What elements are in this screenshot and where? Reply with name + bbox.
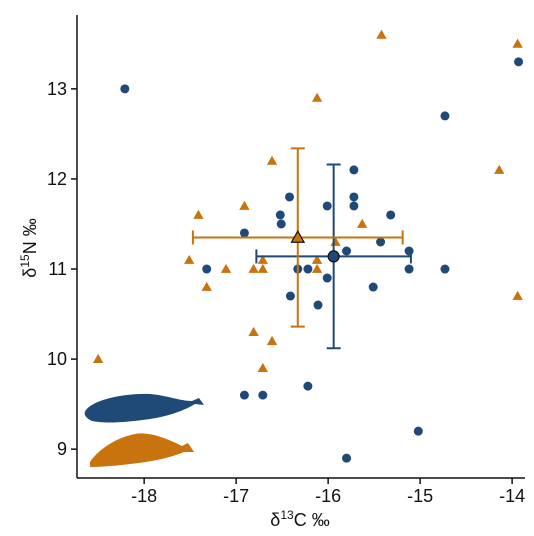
- data-point: [239, 200, 250, 210]
- data-point: [342, 246, 352, 256]
- data-point: [285, 192, 295, 202]
- data-point: [512, 38, 523, 48]
- y-axis-label: δ15N ‰: [18, 218, 40, 277]
- data-point: [303, 264, 313, 274]
- data-point: [202, 264, 212, 274]
- data-point: [257, 362, 268, 372]
- y-tick-label: 9: [57, 439, 67, 459]
- data-point: [494, 164, 505, 174]
- data-point: [248, 263, 259, 273]
- data-point: [440, 264, 450, 274]
- data-point: [404, 264, 414, 274]
- data-point: [404, 246, 414, 256]
- data-point: [276, 219, 286, 229]
- data-point: [257, 254, 268, 264]
- data-point: [92, 353, 104, 363]
- data-point: [311, 254, 323, 264]
- data-point: [303, 381, 313, 391]
- data-point: [275, 210, 285, 220]
- data-point: [376, 237, 386, 247]
- x-axis-label: δ13C ‰: [270, 508, 329, 530]
- data-point: [311, 92, 323, 102]
- data-point: [514, 57, 524, 67]
- data-point: [386, 210, 396, 220]
- data-point: [376, 29, 387, 39]
- data-point: [120, 84, 130, 94]
- mean-point: [290, 229, 306, 243]
- data-point: [266, 335, 278, 345]
- whale-silhouette: [90, 433, 194, 467]
- y-tick-label: 12: [47, 169, 67, 189]
- data-point: [356, 218, 368, 228]
- data-point: [313, 300, 323, 310]
- x-tick-label: -18: [131, 486, 157, 506]
- data-point: [248, 326, 259, 336]
- data-point: [413, 426, 423, 436]
- data-point: [285, 291, 295, 301]
- data-point: [257, 263, 268, 273]
- x-tick-label: -15: [407, 486, 433, 506]
- x-tick-label: -17: [223, 486, 249, 506]
- data-point: [349, 165, 359, 175]
- y-tick-label: 13: [47, 79, 67, 99]
- x-tick-label: -16: [315, 486, 341, 506]
- whale-silhouette: [84, 393, 204, 423]
- data-point: [322, 201, 332, 211]
- y-tick-label: 10: [47, 349, 67, 369]
- data-point: [220, 263, 232, 273]
- data-point: [258, 390, 268, 400]
- y-tick-label: 11: [48, 259, 67, 279]
- data-point: [342, 453, 352, 463]
- data-point: [239, 228, 249, 238]
- data-point: [239, 390, 249, 400]
- data-point: [184, 254, 195, 264]
- data-point: [349, 201, 359, 211]
- data-point: [368, 282, 378, 292]
- x-tick-label: -14: [499, 486, 525, 506]
- data-point: [266, 155, 278, 165]
- data-point: [512, 290, 523, 300]
- data-point: [201, 281, 212, 291]
- data-point: [349, 192, 359, 202]
- data-point: [322, 273, 332, 283]
- data-point: [193, 209, 204, 219]
- mean-point: [327, 250, 340, 263]
- data-point: [311, 263, 323, 273]
- data-point: [440, 111, 450, 121]
